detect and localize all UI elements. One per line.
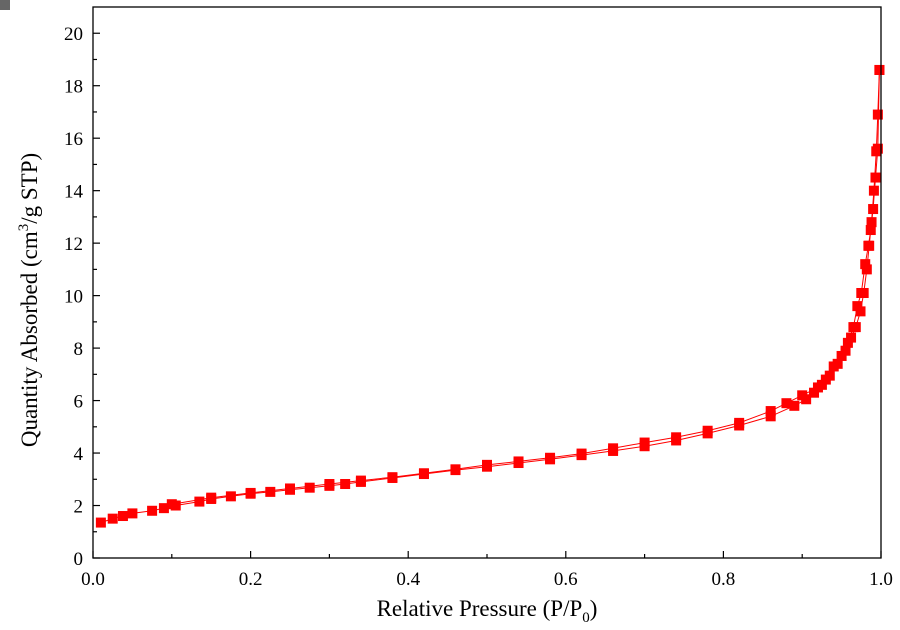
desorption-point [836,350,847,361]
y-tick-label: 0 [74,549,84,570]
x-tick-label: 1.0 [869,569,893,590]
desorption-point [387,472,398,483]
y-tick-label: 10 [64,287,83,308]
x-axis-title: Relative Pressure (P/P0) [377,596,598,626]
desorption-point [418,468,429,479]
desorption-point [863,240,874,251]
desorption-point [702,425,713,436]
adsorption-point [872,109,883,120]
desorption-point [860,259,871,270]
desorption-point [781,398,792,409]
adsorption-point [809,387,820,398]
desorption-point [797,390,808,401]
adsorption-point [868,185,879,196]
y-tick-label: 16 [64,129,83,150]
adsorption-point [117,511,128,522]
x-tick-label: 0.2 [239,569,263,590]
data-series [95,64,885,528]
desorption-point [765,406,776,417]
desorption-point [848,322,859,333]
adsorption-point [789,400,800,411]
x-tick-label: 0.6 [554,569,578,590]
desorption-point [865,225,876,236]
desorption-point [245,487,256,498]
desorption-point [842,337,853,348]
adsorption-point [840,345,851,356]
desorption-point [828,361,839,372]
plot-frame [92,6,882,559]
y-tick-label: 18 [64,77,83,98]
desorption-point [206,492,217,503]
desorption-point [870,172,881,183]
desorption-point [868,204,879,215]
desorption-point [285,483,295,494]
x-tick-label: 0.8 [712,569,736,590]
adsorption-point [304,482,315,493]
desorption-line [171,69,880,505]
desorption-point [671,432,682,443]
desorption-point [856,287,867,298]
desorption-point [820,374,831,385]
y-tick-label: 8 [74,339,84,360]
adsorption-point [846,332,857,343]
desorption-point [355,475,366,486]
desorption-point [513,456,524,467]
y-tick-label: 20 [64,24,83,45]
desorption-point [450,464,461,475]
x-tick-label: 0.4 [396,569,420,590]
corner-marker [0,0,10,10]
desorption-point [324,479,335,490]
adsorption-point [340,479,351,490]
adsorption-point [866,217,877,228]
adsorption-point [95,517,106,528]
adsorption-point [855,306,866,317]
desorption-point [576,448,587,459]
adsorption-line [100,69,880,524]
adsorption-point [194,496,205,507]
tick-labels: 0.0 0.2 0.4 0.6 0.8 1.0 0 2 4 6 8 10 12 14 16 18 20 [64,24,893,590]
adsorption-point [225,491,236,502]
adsorption-point [147,505,158,516]
adsorption-point [265,486,276,497]
y-tick-label: 14 [64,182,84,203]
y-axis-title: Quantity Absorbed (cm3/g STP) [16,153,42,447]
desorption-point [852,301,863,312]
adsorption-point [127,508,138,519]
axis-ticks [92,32,882,559]
desorption-point [166,499,177,510]
y-tick-label: 4 [74,444,84,465]
adsorption-point [765,411,776,422]
desorption-point [812,382,823,393]
desorption-point [545,452,556,463]
adsorption-point [107,513,118,524]
y-tick-label: 6 [74,392,84,413]
desorption-point [734,417,745,428]
desorption-point [874,64,885,75]
desorption-point [482,459,492,470]
x-tick-label: 0.0 [81,569,105,590]
desorption-point [608,443,619,454]
desorption-point [639,437,650,448]
adsorption-point [158,503,169,514]
desorption-point [872,143,883,154]
y-tick-label: 12 [64,234,83,255]
adsorption-point [861,264,872,275]
y-tick-label: 2 [74,497,84,518]
